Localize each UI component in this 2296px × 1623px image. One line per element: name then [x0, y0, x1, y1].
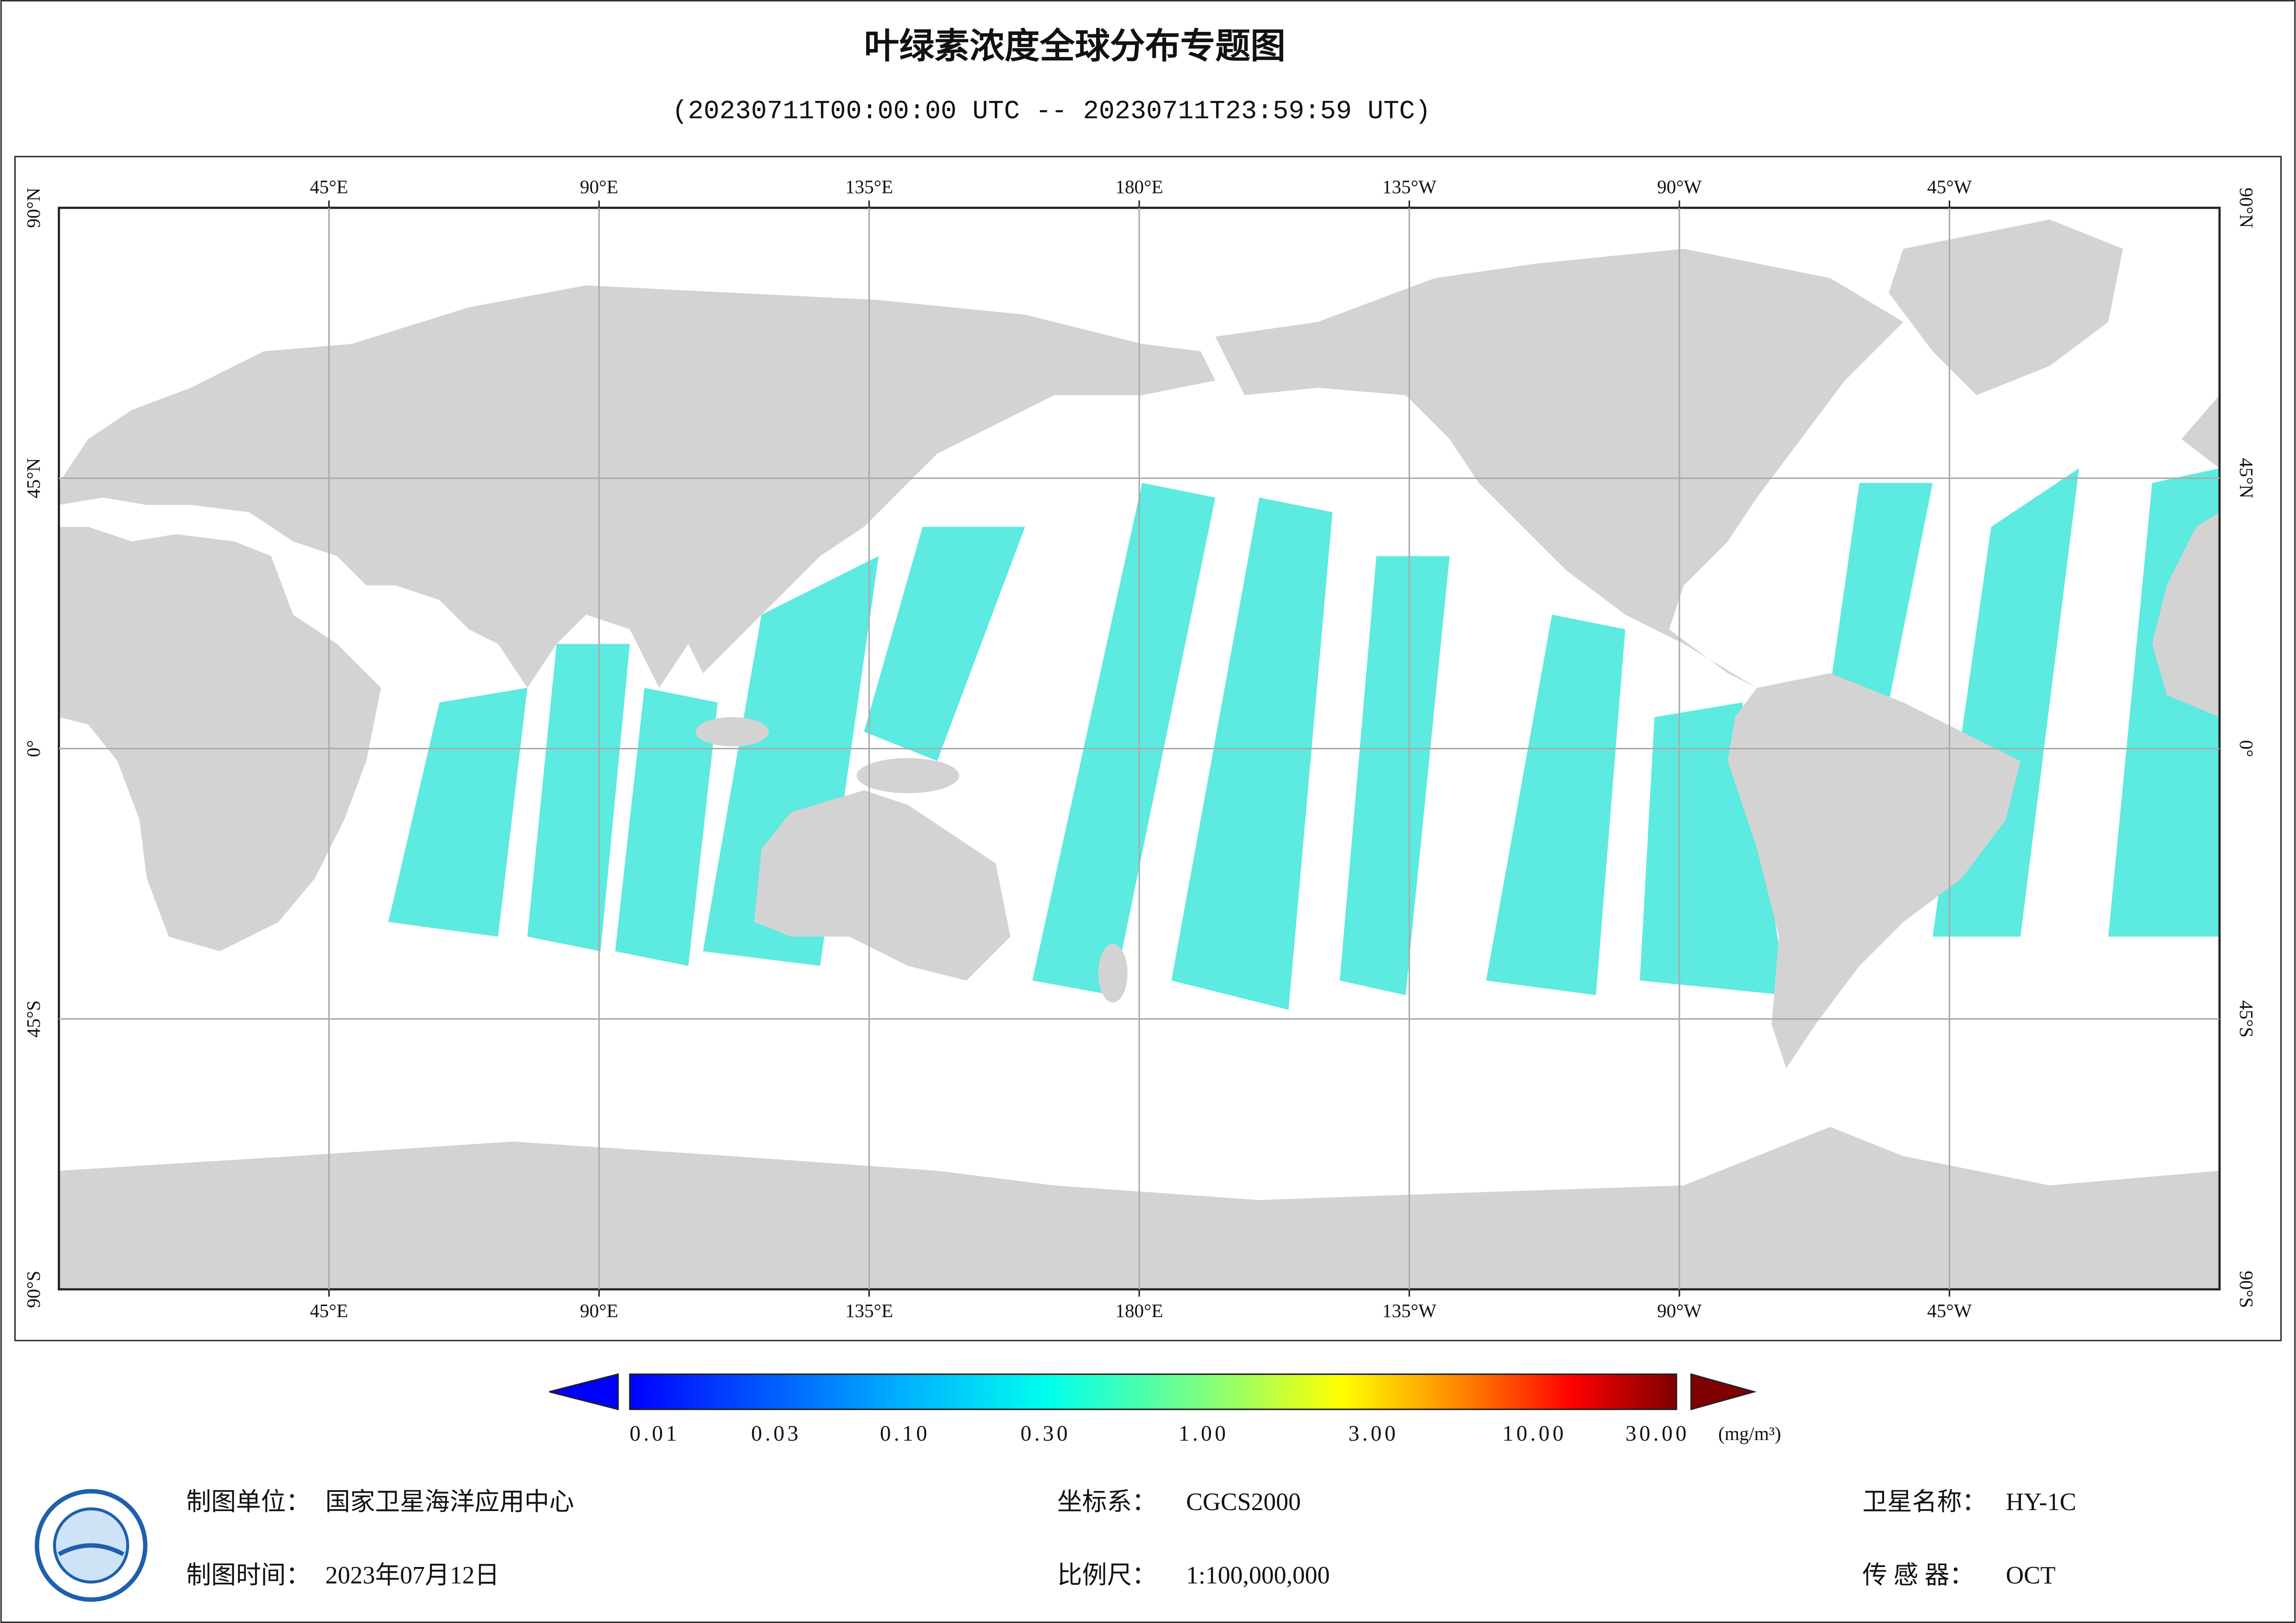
colorbar — [629, 1373, 1678, 1410]
lat-label: 45°N — [23, 458, 44, 498]
north-america — [1215, 249, 1903, 688]
colorbar-tick-label: 0.03 — [751, 1422, 801, 1446]
africa — [59, 527, 381, 951]
lon-label: 180°E — [1115, 176, 1163, 197]
lon-label: 45°E — [310, 176, 348, 197]
footer-label: 制图单位： — [186, 1488, 311, 1516]
lat-label: 0° — [2236, 740, 2257, 757]
swath — [1340, 556, 1450, 995]
lat-label: 45°S — [2236, 1001, 2257, 1038]
footer-label: 传 感 器： — [1862, 1561, 1974, 1589]
footer-label: 制图时间： — [186, 1561, 311, 1589]
footer-label: 比例尺： — [1057, 1561, 1157, 1589]
logo-wave — [57, 1543, 125, 1556]
lon-label: 135°W — [1382, 1300, 1436, 1321]
ocean-swaths — [388, 468, 2220, 1010]
colorbar-high-arrow — [1690, 1373, 1757, 1411]
australia — [754, 790, 1011, 981]
footer-label: 卫星名称： — [1862, 1488, 1987, 1516]
europe-edge — [2181, 395, 2220, 468]
swath — [1032, 483, 1216, 995]
colorbar-tick-label: 30.00 — [1625, 1422, 1689, 1446]
lon-label: 90°E — [580, 176, 618, 197]
footer-label: 坐标系： — [1057, 1488, 1157, 1516]
island — [695, 717, 769, 746]
colorbar-low-arrow — [549, 1373, 619, 1411]
title: 叶绿素浓度全球分布专题图 — [864, 25, 1286, 66]
lon-label: 45°E — [310, 1300, 348, 1321]
swath — [615, 688, 718, 966]
lon-label: 90°E — [580, 1300, 618, 1321]
footer-value: 国家卫星海洋应用中心 — [325, 1488, 574, 1516]
island — [856, 758, 960, 793]
swath — [388, 688, 528, 937]
eurasia — [59, 285, 1216, 688]
lat-label: 90°S — [2236, 1271, 2257, 1308]
lat-label: 90°N — [2236, 187, 2257, 228]
lat-label: 45°N — [2236, 458, 2257, 498]
lon-label: 135°E — [845, 176, 893, 197]
colorbar-unit: (mg/m³) — [1718, 1423, 1781, 1445]
lon-label: 45°W — [1927, 176, 1972, 197]
island — [1098, 944, 1128, 1003]
colorbar-tick-label: 10.00 — [1503, 1422, 1566, 1446]
swath — [1171, 497, 1333, 1010]
swath — [1830, 483, 1933, 703]
west-africa — [2152, 512, 2220, 717]
lon-label: 90°W — [1657, 1300, 1702, 1321]
lon-label: 45°W — [1927, 1300, 1972, 1321]
footer-value: 2023年07月12日 — [325, 1561, 499, 1589]
lon-label: 135°W — [1382, 176, 1436, 197]
colorbar-tick-label: 1.00 — [1179, 1422, 1229, 1446]
colorbar-tick-label: 0.10 — [880, 1422, 930, 1446]
south-america — [1728, 673, 2021, 1069]
lat-label: 0° — [23, 740, 44, 757]
footer-value: CGCS2000 — [1186, 1488, 1301, 1516]
lon-label: 180°E — [1115, 1300, 1163, 1321]
lat-label: 90°S — [23, 1271, 44, 1308]
lat-label: 90°N — [23, 187, 44, 228]
footer-value: HY-1C — [2006, 1488, 2076, 1516]
footer-value: 1:100,000,000 — [1186, 1561, 1330, 1589]
logo — [35, 1489, 148, 1602]
lon-label: 90°W — [1657, 176, 1702, 197]
colorbar-tick-label: 0.30 — [1020, 1422, 1070, 1446]
lat-label: 45°S — [23, 1001, 44, 1038]
footer-value: OCT — [2006, 1561, 2056, 1589]
greenland — [1889, 219, 2123, 395]
map-frame — [14, 155, 2282, 1342]
colorbar-tick-label: 3.00 — [1348, 1422, 1398, 1446]
lon-label: 135°E — [845, 1300, 893, 1321]
swath — [864, 527, 1025, 761]
swath — [1486, 615, 1625, 995]
colorbar-tick-label: 0.01 — [630, 1422, 680, 1446]
swath — [527, 644, 630, 951]
subtitle: (20230711T00:00:00 UTC -- 20230711T23:59… — [672, 97, 1431, 126]
